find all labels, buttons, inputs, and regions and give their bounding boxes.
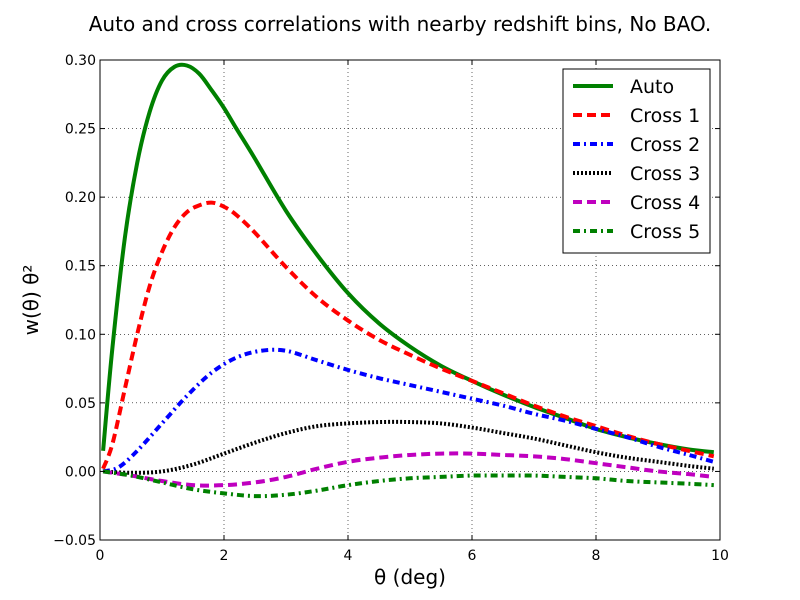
series-line-cross-5	[102, 469, 714, 499]
x-axis-label: θ (deg)	[374, 565, 446, 589]
x-tick-label: 10	[711, 548, 729, 564]
x-tick-label: 0	[96, 548, 105, 564]
legend-label-cross-3: Cross 3	[630, 163, 700, 185]
legend: Auto Cross 1 Cross 2 Cross 3 Cross 4 Cross 5	[562, 68, 711, 254]
legend-label-cross-4: Cross 4	[630, 192, 700, 214]
y-tick-label: 0.20	[65, 190, 96, 206]
plot-frame	[99, 59, 721, 541]
x-tick-label: 6	[468, 548, 477, 564]
series-layer	[101, 62, 715, 499]
y-tick-label: 0.15	[65, 259, 96, 275]
series-line-cross-3	[102, 419, 715, 475]
series-line-cross-1	[101, 200, 715, 470]
x-tick-label: 2	[220, 548, 229, 564]
legend-label-cross-2: Cross 2	[630, 134, 700, 156]
y-tick-label: 0.05	[65, 396, 96, 412]
legend-box	[562, 68, 711, 254]
legend-label-cross-1: Cross 1	[630, 105, 700, 127]
y-axis-label: w(θ) θ²	[19, 265, 43, 336]
y-tick-label: 0.30	[65, 53, 96, 69]
x-tick-label: 4	[344, 548, 353, 564]
y-tick-label: 0.25	[65, 122, 96, 138]
y-tick-label: 0.10	[65, 327, 96, 343]
ticks: 0 2 4 6 8 10 −0.05 0.00 0.05 0.10 0.15 0.20 0.25 0.30	[53, 53, 729, 564]
series-line-cross-4	[102, 451, 715, 488]
series-line-cross-2	[102, 347, 715, 474]
chart-title: Auto and cross correlations with nearby …	[89, 12, 712, 36]
y-tick-label: 0.00	[65, 464, 96, 480]
y-tick-label: −0.05	[53, 533, 96, 549]
x-tick-label: 8	[592, 548, 601, 564]
legend-label-cross-5: Cross 5	[630, 221, 700, 243]
legend-label-auto: Auto	[630, 76, 674, 98]
